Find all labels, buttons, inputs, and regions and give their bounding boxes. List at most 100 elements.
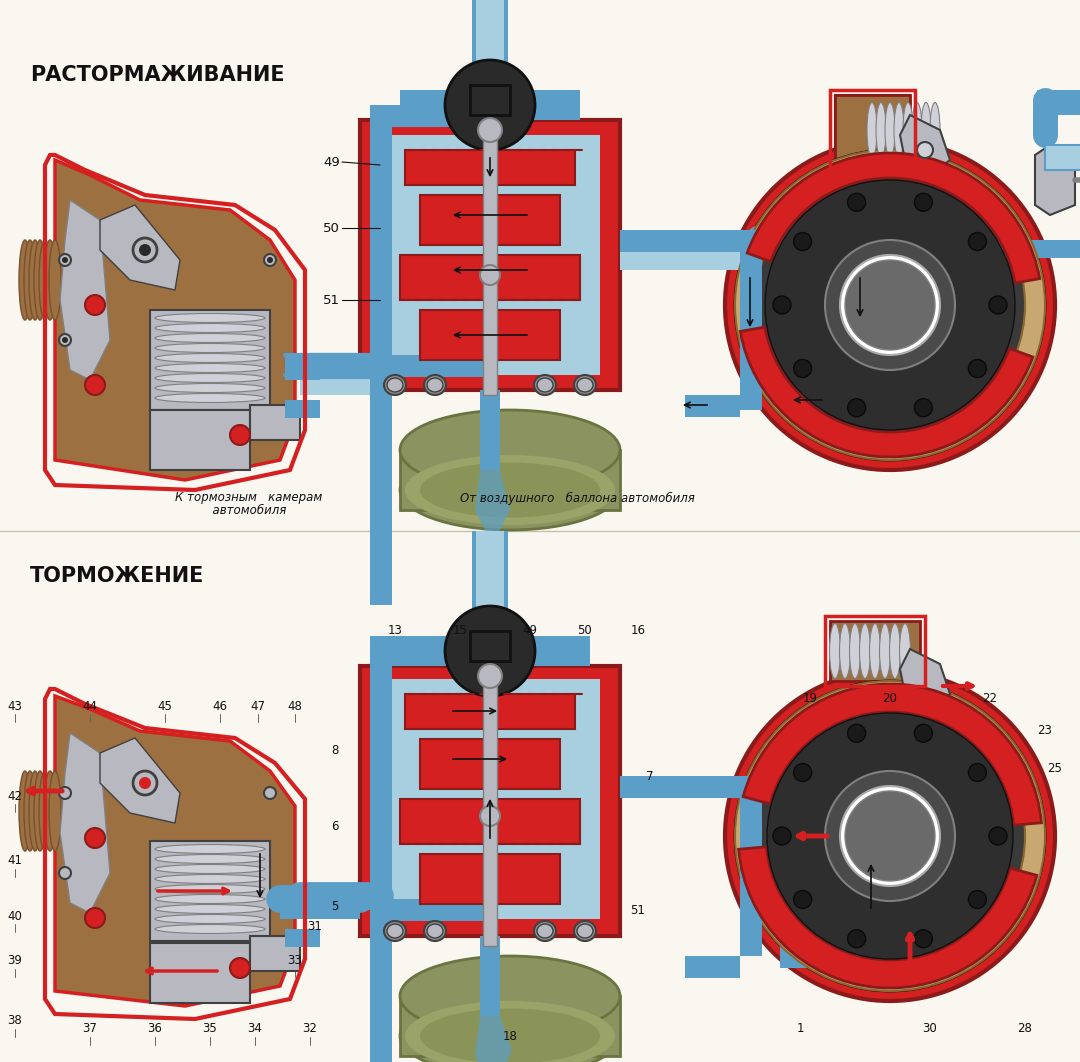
- Circle shape: [133, 771, 157, 795]
- Ellipse shape: [156, 383, 265, 393]
- Ellipse shape: [534, 375, 556, 395]
- Bar: [472, 531, 508, 666]
- Bar: [480, 390, 500, 470]
- Circle shape: [478, 118, 502, 142]
- Bar: [480, 936, 500, 1016]
- Ellipse shape: [900, 623, 910, 679]
- Bar: [370, 355, 490, 377]
- Bar: [620, 776, 740, 798]
- Bar: [472, 0, 508, 130]
- Circle shape: [725, 140, 1055, 470]
- Bar: [400, 996, 620, 1056]
- Ellipse shape: [156, 855, 265, 863]
- Circle shape: [85, 295, 105, 315]
- Bar: [470, 85, 510, 115]
- Text: 33: 33: [287, 955, 302, 967]
- Bar: [420, 195, 561, 245]
- Circle shape: [264, 787, 276, 799]
- Ellipse shape: [39, 771, 51, 851]
- Bar: [835, 95, 910, 165]
- Circle shape: [794, 764, 812, 782]
- Ellipse shape: [156, 324, 265, 332]
- Ellipse shape: [573, 375, 596, 395]
- Circle shape: [62, 337, 68, 343]
- Ellipse shape: [156, 394, 265, 402]
- Ellipse shape: [156, 914, 265, 924]
- Bar: [285, 355, 360, 375]
- Text: 50: 50: [323, 222, 340, 235]
- Circle shape: [445, 606, 535, 696]
- Text: 45: 45: [158, 700, 173, 713]
- Bar: [150, 943, 249, 1003]
- Bar: [831, 90, 915, 170]
- Ellipse shape: [156, 354, 265, 362]
- Text: 6: 6: [332, 820, 339, 833]
- Ellipse shape: [400, 450, 620, 530]
- Text: 30: 30: [922, 1023, 937, 1035]
- Text: 36: 36: [148, 1023, 162, 1035]
- Bar: [426, 200, 555, 245]
- Ellipse shape: [427, 378, 443, 392]
- Circle shape: [845, 791, 935, 881]
- Circle shape: [230, 425, 249, 445]
- Circle shape: [969, 890, 986, 908]
- Text: 1: 1: [796, 1023, 804, 1035]
- Bar: [685, 956, 740, 978]
- Bar: [370, 636, 392, 936]
- Ellipse shape: [867, 103, 877, 157]
- Ellipse shape: [44, 771, 56, 851]
- Ellipse shape: [39, 240, 51, 320]
- Bar: [1037, 90, 1080, 115]
- Circle shape: [59, 867, 71, 879]
- Ellipse shape: [879, 623, 891, 679]
- Ellipse shape: [156, 885, 265, 893]
- Polygon shape: [60, 200, 110, 380]
- Wedge shape: [747, 153, 1040, 282]
- Wedge shape: [740, 327, 1032, 457]
- Circle shape: [848, 929, 866, 947]
- Circle shape: [773, 827, 791, 845]
- Text: 34: 34: [247, 1023, 262, 1035]
- Bar: [370, 900, 392, 1062]
- Circle shape: [264, 254, 276, 266]
- Circle shape: [794, 890, 812, 908]
- Circle shape: [969, 233, 986, 251]
- Ellipse shape: [420, 1009, 600, 1062]
- Circle shape: [133, 238, 157, 262]
- Text: 8: 8: [332, 744, 339, 757]
- Circle shape: [445, 59, 535, 150]
- Circle shape: [59, 787, 71, 799]
- Text: 51: 51: [323, 293, 340, 307]
- Ellipse shape: [156, 313, 265, 323]
- Text: 37: 37: [82, 1023, 97, 1035]
- Circle shape: [59, 254, 71, 266]
- Ellipse shape: [420, 462, 600, 517]
- Text: 22: 22: [983, 692, 998, 705]
- Ellipse shape: [29, 771, 41, 851]
- Text: 20: 20: [882, 692, 897, 705]
- Text: 47: 47: [251, 700, 266, 713]
- Text: 48: 48: [287, 700, 302, 713]
- Ellipse shape: [49, 240, 60, 320]
- Circle shape: [794, 233, 812, 251]
- Text: 15: 15: [453, 624, 468, 637]
- Ellipse shape: [573, 921, 596, 941]
- Circle shape: [989, 827, 1007, 845]
- Circle shape: [915, 398, 932, 416]
- Circle shape: [735, 150, 1045, 460]
- Circle shape: [267, 257, 273, 263]
- Bar: [1045, 145, 1080, 170]
- Polygon shape: [900, 649, 950, 709]
- Circle shape: [917, 142, 933, 158]
- Polygon shape: [55, 160, 295, 480]
- Circle shape: [969, 764, 986, 782]
- Wedge shape: [739, 846, 1037, 988]
- Ellipse shape: [850, 623, 861, 679]
- Circle shape: [480, 806, 500, 826]
- Polygon shape: [475, 1016, 512, 1062]
- Ellipse shape: [577, 924, 593, 938]
- Bar: [405, 693, 575, 729]
- Text: 13: 13: [388, 624, 403, 637]
- Text: автомобиля: автомобиля: [175, 504, 286, 517]
- Ellipse shape: [29, 240, 41, 320]
